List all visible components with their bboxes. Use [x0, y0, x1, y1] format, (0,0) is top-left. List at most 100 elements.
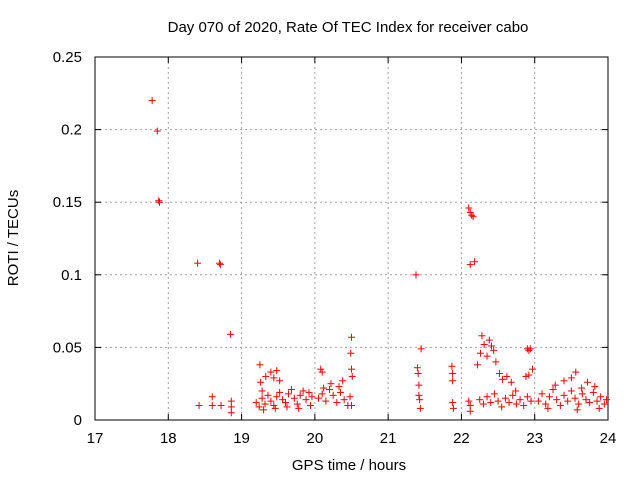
data-point: [480, 340, 488, 348]
x-tick-label: 23: [526, 430, 543, 447]
data-point: [217, 401, 225, 409]
data-point: [208, 401, 216, 409]
data-point: [340, 396, 348, 404]
data-point: [216, 259, 224, 267]
data-point: [416, 404, 424, 412]
data-point: [600, 400, 608, 408]
data-point: [469, 213, 477, 221]
data-point: [490, 390, 498, 398]
data-points: [148, 97, 611, 417]
y-axis-label: ROTI / TECUs: [5, 190, 22, 286]
data-point: [283, 403, 291, 411]
data-point: [255, 403, 263, 411]
data-point: [216, 261, 224, 269]
data-point: [501, 394, 509, 402]
data-point: [271, 404, 279, 412]
data-point: [571, 394, 579, 402]
data-point: [258, 394, 266, 402]
data-point: [520, 401, 528, 409]
data-point: [347, 349, 355, 357]
data-point: [346, 393, 354, 401]
data-point: [545, 393, 553, 401]
data-point: [284, 390, 292, 398]
data-point: [290, 394, 298, 402]
data-point: [589, 388, 597, 396]
data-point: [208, 393, 216, 401]
data-point: [572, 368, 580, 376]
data-point: [276, 388, 284, 396]
data-point: [564, 397, 572, 405]
data-point: [529, 365, 537, 373]
y-tick-label: 0.05: [53, 339, 82, 356]
data-point: [553, 396, 561, 404]
data-point: [512, 400, 520, 408]
data-point: [257, 378, 265, 386]
data-point: [567, 387, 575, 395]
x-tick-label: 18: [160, 430, 177, 447]
data-point: [522, 372, 530, 380]
data-point: [578, 390, 586, 398]
grid-lines: [95, 57, 608, 420]
data-point: [586, 399, 594, 407]
data-point: [339, 377, 347, 385]
data-point: [516, 396, 524, 404]
y-tick-label: 0: [74, 412, 82, 429]
data-point: [148, 97, 156, 105]
data-point: [483, 352, 491, 360]
data-point: [337, 388, 345, 396]
data-point: [591, 383, 599, 391]
data-point: [523, 393, 531, 401]
data-point: [333, 399, 341, 407]
data-point: [479, 400, 487, 408]
data-point: [492, 358, 500, 366]
data-point: [413, 364, 421, 372]
data-point: [273, 393, 281, 401]
data-point: [415, 391, 423, 399]
data-point: [526, 345, 534, 353]
data-point: [308, 393, 316, 401]
data-point: [264, 391, 272, 399]
data-point: [306, 401, 314, 409]
x-axis-label: GPS time / hours: [292, 457, 406, 474]
data-point: [549, 386, 557, 394]
data-point: [551, 381, 559, 389]
data-point: [293, 400, 301, 408]
data-point: [485, 336, 493, 344]
data-point: [414, 370, 422, 378]
data-point: [465, 397, 473, 405]
data-point: [329, 391, 337, 399]
data-point: [417, 345, 425, 353]
data-point: [348, 365, 355, 373]
data-point: [542, 400, 550, 408]
data-point: [270, 374, 278, 382]
data-point: [466, 407, 474, 415]
data-point: [597, 393, 605, 401]
data-point: [415, 381, 423, 389]
data-point: [258, 387, 266, 395]
data-point: [490, 346, 498, 354]
data-point: [279, 396, 287, 404]
data-point: [227, 330, 235, 338]
data-point: [155, 198, 163, 206]
data-point: [560, 377, 568, 385]
data-point: [267, 397, 275, 405]
data-point: [416, 396, 424, 404]
data-point: [449, 404, 457, 412]
data-point: [578, 384, 586, 392]
plot-frame: [94, 56, 609, 421]
data-point: [512, 387, 520, 395]
data-point: [466, 208, 474, 216]
data-point: [503, 372, 511, 380]
data-point: [449, 399, 457, 407]
y-tick-label: 0.15: [53, 194, 82, 211]
data-point: [525, 371, 533, 379]
data-point: [575, 400, 583, 408]
data-point: [507, 378, 515, 386]
data-point: [348, 401, 355, 409]
x-tick-label: 17: [87, 430, 104, 447]
x-tick-label: 20: [307, 430, 324, 447]
x-tick-label: 19: [233, 430, 250, 447]
data-point: [327, 380, 335, 388]
data-point: [320, 384, 328, 392]
data-point: [448, 362, 456, 370]
